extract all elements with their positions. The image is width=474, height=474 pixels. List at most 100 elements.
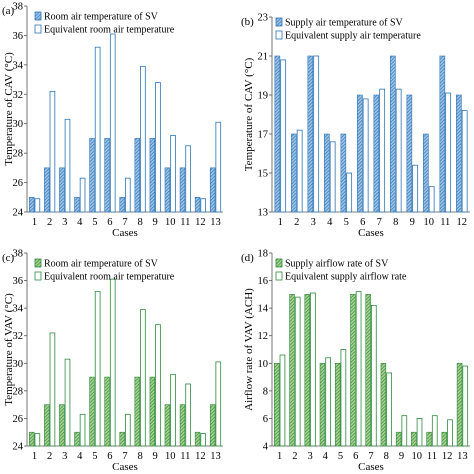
x-axis-label: Cases — [358, 227, 384, 239]
bar-sv — [365, 294, 371, 447]
bar-equivalent — [329, 141, 336, 213]
x-tick-label: 13 — [210, 217, 221, 228]
x-tick-label: 7 — [368, 451, 373, 462]
bar-equivalent — [461, 110, 468, 213]
bar-sv — [59, 404, 65, 447]
x-tick-label: 11 — [427, 451, 437, 462]
y-axis-label: Temperature of VAV (°C) — [3, 293, 15, 406]
x-tick-label: 7 — [377, 217, 382, 228]
y-tick-label: 17 — [258, 130, 269, 141]
bar-sv — [164, 167, 171, 213]
bar-sv — [340, 133, 347, 213]
bar-sv — [350, 294, 356, 447]
bar-equivalent — [386, 372, 392, 447]
x-tick-label: 2 — [292, 451, 297, 462]
panel-label: (b) — [241, 16, 254, 28]
bar-sv — [119, 431, 125, 447]
bar-sv — [134, 376, 140, 447]
y-tick-label: 30 — [13, 119, 24, 130]
bar-equivalent — [355, 291, 362, 447]
panel-label: (d) — [241, 252, 254, 264]
y-tick-label: 32 — [13, 90, 24, 101]
bar-sv — [426, 431, 432, 447]
bar-sv — [456, 362, 463, 447]
bar-sv — [390, 55, 396, 213]
y-tick-label: 13 — [258, 208, 269, 219]
panel-label: (a) — [2, 5, 15, 17]
bar-sv — [291, 133, 297, 213]
x-tick-label: 5 — [344, 217, 349, 228]
legend-entry-label: Supply air temperature of SV — [285, 18, 404, 29]
x-tick-label: 3 — [307, 451, 312, 462]
bar-equivalent — [346, 172, 353, 213]
bar-sv — [89, 138, 95, 213]
bar-sv — [104, 138, 110, 213]
y-tick-label: 38 — [13, 2, 24, 13]
bar-equivalent — [370, 304, 377, 447]
bar-sv — [194, 196, 201, 213]
bar-equivalent — [379, 88, 386, 213]
y-tick-label: 30 — [13, 359, 24, 370]
bar-equivalent — [94, 291, 101, 447]
legend-entry-label: Equivalent room air temperature — [44, 272, 175, 283]
legend-swatch — [275, 30, 283, 40]
bar-equivalent — [94, 46, 101, 213]
x-tick-label: 5 — [92, 451, 97, 462]
x-tick-label: 10 — [424, 217, 435, 228]
bar-equivalent — [109, 33, 116, 213]
bar-equivalent — [280, 59, 287, 213]
y-tick-label: 6 — [263, 414, 268, 425]
legend-entry-label: Room air temperature of SV — [44, 12, 159, 23]
x-tick-label: 10 — [165, 451, 176, 462]
y-tick-label: 4 — [263, 442, 269, 453]
x-tick-label: 12 — [195, 217, 206, 228]
bar-sv — [44, 404, 50, 447]
bar-equivalent — [125, 177, 131, 213]
bar-equivalent — [185, 145, 191, 213]
bar-sv — [59, 167, 65, 213]
x-tick-label: 2 — [294, 217, 299, 228]
bar-equivalent — [428, 186, 435, 213]
legend-entry-label: Supply airflow rate of SV — [285, 259, 389, 270]
x-tick-label: 1 — [32, 451, 37, 462]
bar-equivalent — [362, 98, 369, 213]
bar-equivalent — [340, 349, 347, 447]
x-tick-label: 2 — [47, 451, 52, 462]
bar-sv — [194, 431, 201, 447]
bar-sv — [104, 376, 110, 447]
y-tick-label: 26 — [13, 414, 24, 425]
bar-equivalent — [310, 292, 316, 447]
bar-equivalent — [155, 324, 161, 447]
bar-equivalent — [215, 121, 222, 213]
x-axis-label: Cases — [112, 227, 138, 239]
x-tick-label: 12 — [457, 217, 468, 228]
bar-sv — [209, 167, 216, 213]
x-tick-label: 1 — [277, 451, 282, 462]
bar-sv — [406, 94, 413, 213]
x-tick-label: 8 — [393, 217, 398, 228]
bar-equivalent — [79, 177, 86, 213]
bar-equivalent — [200, 433, 207, 447]
x-tick-label: 8 — [137, 217, 142, 228]
y-tick-label: 34 — [13, 304, 24, 315]
y-tick-label: 26 — [13, 178, 24, 189]
x-tick-label: 9 — [399, 451, 404, 462]
bar-equivalent — [416, 418, 423, 447]
bar-sv — [441, 431, 448, 447]
x-tick-label: 1 — [32, 217, 37, 228]
bar-sv — [44, 167, 50, 213]
bar-equivalent — [49, 90, 56, 213]
bar-sv — [89, 376, 95, 447]
y-tick-label: 28 — [13, 149, 24, 160]
bar-equivalent — [155, 82, 161, 213]
legend-swatch — [275, 271, 283, 281]
bar-sv — [439, 55, 446, 213]
x-tick-label: 3 — [311, 217, 316, 228]
x-tick-label: 13 — [210, 451, 221, 462]
x-tick-label: 11 — [440, 217, 450, 228]
bar-equivalent — [313, 55, 320, 213]
y-tick-label: 14 — [258, 304, 269, 315]
y-tick-label: 24 — [13, 442, 24, 453]
